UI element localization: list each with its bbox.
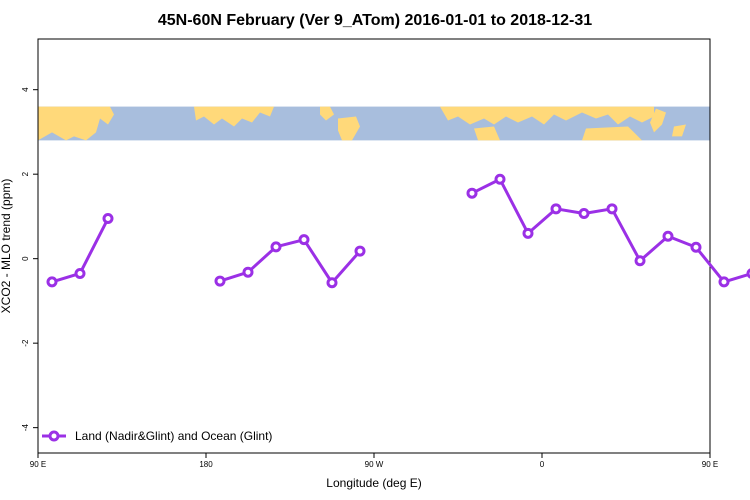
map-land-shape <box>320 106 334 121</box>
data-point <box>494 173 506 185</box>
map-land-shape <box>672 124 686 137</box>
y-tick-label: 2 <box>21 171 30 176</box>
y-tick-label: 4 <box>21 87 30 92</box>
map-land-shape <box>650 108 666 133</box>
data-point <box>718 276 730 288</box>
data-point <box>214 275 226 287</box>
y-tick-label: -4 <box>21 424 30 432</box>
data-point <box>522 227 534 239</box>
data-point <box>46 276 58 288</box>
y-tick-label: -2 <box>21 339 30 347</box>
data-point <box>606 203 618 215</box>
legend-marker <box>48 430 60 442</box>
data-point <box>326 277 338 289</box>
x-tick-label: 180 <box>199 460 213 469</box>
data-point <box>242 266 254 278</box>
chart-title: 45N-60N February (Ver 9_ATom) 2016-01-01… <box>158 12 592 29</box>
data-point <box>662 230 674 242</box>
x-tick-label: 90 E <box>702 460 718 469</box>
map-land-shape <box>338 116 360 141</box>
legend: Land (Nadir&Glint) and Ocean (Glint) <box>42 429 272 443</box>
x-tick-label: 0 <box>540 460 545 469</box>
map-land-shape <box>474 126 500 141</box>
map-land-shape <box>440 106 654 125</box>
map-land <box>38 106 686 141</box>
data-point <box>74 267 86 279</box>
map-band <box>38 106 710 141</box>
series-line <box>471 177 750 284</box>
map-land-shape <box>194 106 274 127</box>
x-tick-label: 90 W <box>365 460 384 469</box>
y-axis: -4 -2 0 2 4 <box>21 87 38 431</box>
data-point <box>102 213 114 225</box>
y-tick-label: 0 <box>21 256 30 261</box>
map-land-shape <box>582 126 642 141</box>
data-point <box>466 187 478 199</box>
data-point <box>690 241 702 253</box>
data-point <box>298 234 310 246</box>
series-layer <box>46 173 750 289</box>
data-point <box>270 241 282 253</box>
data-point <box>634 255 646 267</box>
y-axis-label: XCO2 - MLO trend (ppm) <box>0 179 13 314</box>
data-point <box>578 207 590 219</box>
map-land-shape <box>38 106 114 141</box>
x-axis-label: Longitude (deg E) <box>326 476 421 490</box>
series-line <box>219 238 362 285</box>
x-tick-label: 90 E <box>30 460 46 469</box>
legend-label: Land (Nadir&Glint) and Ocean (Glint) <box>75 429 272 443</box>
data-point <box>550 203 562 215</box>
x-axis: 90 E 180 90 W 0 90 E <box>30 453 718 469</box>
data-point <box>354 245 366 257</box>
plot-frame <box>37 38 711 454</box>
